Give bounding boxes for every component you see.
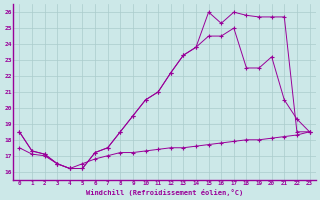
X-axis label: Windchill (Refroidissement éolien,°C): Windchill (Refroidissement éolien,°C) [86, 189, 243, 196]
